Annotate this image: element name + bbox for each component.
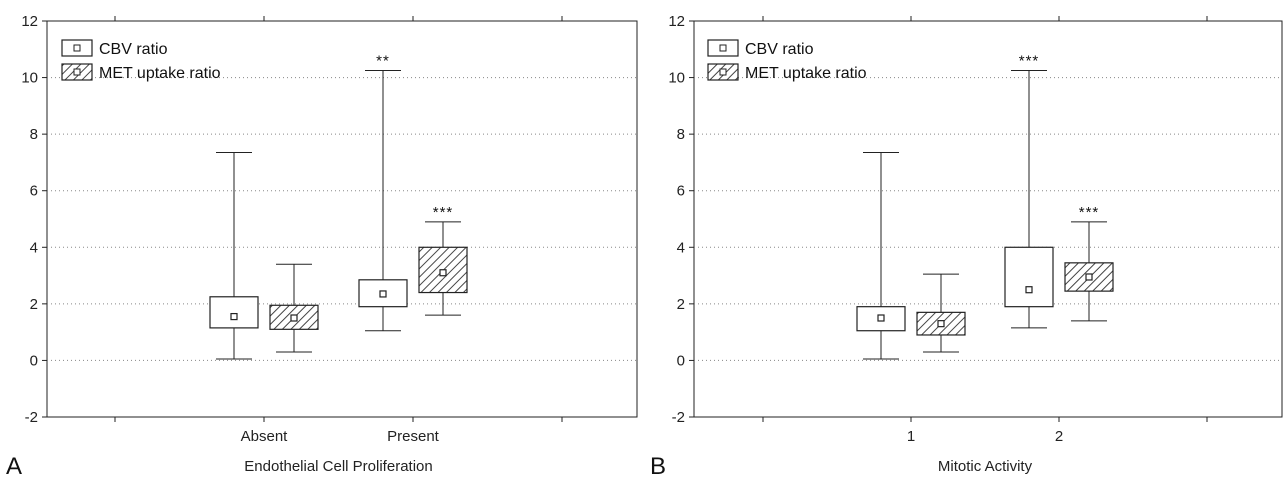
box-met-0 bbox=[916, 273, 966, 353]
category-label: Absent bbox=[241, 428, 289, 445]
box-cbv-0 bbox=[209, 152, 259, 360]
category-label: 1 bbox=[907, 428, 915, 445]
legend-label: MET uptake ratio bbox=[99, 65, 221, 82]
y-tick-label: 8 bbox=[30, 126, 38, 143]
legend-marker bbox=[73, 68, 81, 76]
y-tick-label: 4 bbox=[30, 239, 38, 256]
y-tick-label: 12 bbox=[21, 13, 38, 30]
legend-label: CBV ratio bbox=[745, 41, 814, 58]
category-label: Present bbox=[387, 428, 440, 445]
legend: CBV ratio MET uptake ratio bbox=[707, 39, 867, 82]
box-cbv-1: ** bbox=[358, 53, 408, 332]
median-marker bbox=[1025, 286, 1033, 294]
box-cbv-1: *** bbox=[1004, 53, 1054, 329]
legend: CBV ratio MET uptake ratio bbox=[61, 39, 221, 82]
y-tick-label: 12 bbox=[668, 13, 685, 30]
significance-label: *** bbox=[1079, 204, 1100, 221]
y-tick-label: 2 bbox=[677, 296, 685, 313]
category-label: 2 bbox=[1055, 428, 1063, 445]
y-tick-label: 10 bbox=[21, 70, 38, 87]
iqr-box bbox=[1004, 246, 1054, 308]
y-tick-label: 0 bbox=[677, 352, 685, 369]
legend-label: MET uptake ratio bbox=[745, 65, 867, 82]
iqr-box bbox=[209, 296, 259, 329]
x-axis-title: Endothelial Cell Proliferation bbox=[244, 458, 432, 475]
median-marker bbox=[439, 269, 447, 277]
y-tick-label: 4 bbox=[677, 239, 685, 256]
y-tick-label: 10 bbox=[668, 70, 685, 87]
y-tick-label: 8 bbox=[677, 126, 685, 143]
significance-label: *** bbox=[1019, 53, 1040, 70]
box-met-0 bbox=[269, 263, 319, 353]
box-met-1: *** bbox=[1064, 204, 1114, 322]
median-marker bbox=[877, 314, 885, 322]
significance-label: ** bbox=[376, 53, 390, 70]
panel-letter: A bbox=[6, 453, 22, 478]
box-cbv-0 bbox=[856, 152, 906, 360]
median-marker bbox=[379, 290, 387, 298]
legend-marker bbox=[719, 68, 727, 76]
plot-frame bbox=[46, 20, 638, 418]
median-marker bbox=[230, 312, 238, 321]
y-tick-label: -2 bbox=[25, 409, 38, 426]
significance-label: *** bbox=[433, 204, 454, 221]
box-met-1: *** bbox=[418, 204, 468, 316]
legend-label: CBV ratio bbox=[99, 41, 168, 58]
x-axis-title: Mitotic Activity bbox=[938, 458, 1033, 475]
y-tick-label: 0 bbox=[30, 352, 38, 369]
y-tick-label: 2 bbox=[30, 296, 38, 313]
plot-frame bbox=[693, 20, 1283, 418]
median-marker bbox=[1085, 273, 1093, 281]
legend-marker bbox=[719, 44, 727, 52]
median-marker bbox=[290, 314, 298, 322]
y-tick-label: -2 bbox=[672, 409, 685, 426]
panel-a: -2 0 2 4 6 8 10 12 Absent Present Endothelial Cell… bbox=[6, 13, 638, 478]
legend-marker bbox=[73, 44, 81, 52]
y-tick-label: 6 bbox=[30, 183, 38, 200]
y-tick-label: 6 bbox=[677, 183, 685, 200]
panel-letter: B bbox=[650, 453, 666, 478]
median-marker bbox=[937, 320, 945, 328]
